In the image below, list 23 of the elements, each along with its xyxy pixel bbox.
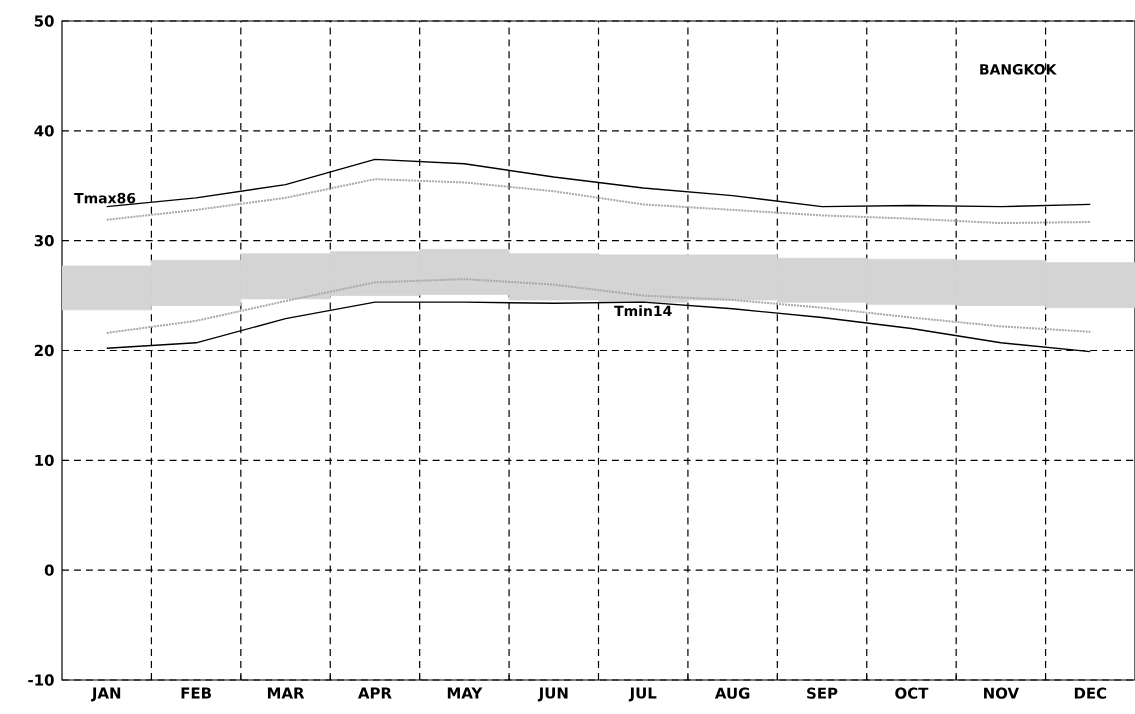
x-tick-label: MAR [267, 687, 305, 699]
y-tick-label: 50 [34, 15, 54, 27]
series-label: Tmax86 [74, 192, 136, 204]
x-tick-label: DEC [1074, 687, 1107, 699]
x-tick-label: NOV [984, 687, 1019, 699]
y-tick-label: 20 [34, 344, 54, 357]
y-tick-label: 30 [34, 235, 54, 247]
y-tick-label: 0 [44, 564, 54, 576]
x-tick-label: JAN [91, 687, 121, 702]
y-tick-label: -10 [28, 674, 54, 686]
x-tick-label: MAY [447, 687, 483, 699]
x-tick-label: FEB [181, 687, 211, 699]
y-tick-label: 10 [35, 454, 54, 466]
x-tick-label: JUL [628, 687, 657, 702]
x-tick-label: AUG [714, 687, 750, 699]
x-tick-label: JUN [537, 687, 568, 702]
annotation: BANGKOK [980, 64, 1057, 75]
x-tick-label: SEP [807, 687, 838, 699]
series-label: Tmin14 [614, 305, 672, 316]
x-tick-label: APR [358, 687, 392, 699]
line-series [105, 278, 1092, 334]
y-tick-label: 40 [34, 125, 54, 137]
x-tick-label: OCT [895, 687, 929, 699]
